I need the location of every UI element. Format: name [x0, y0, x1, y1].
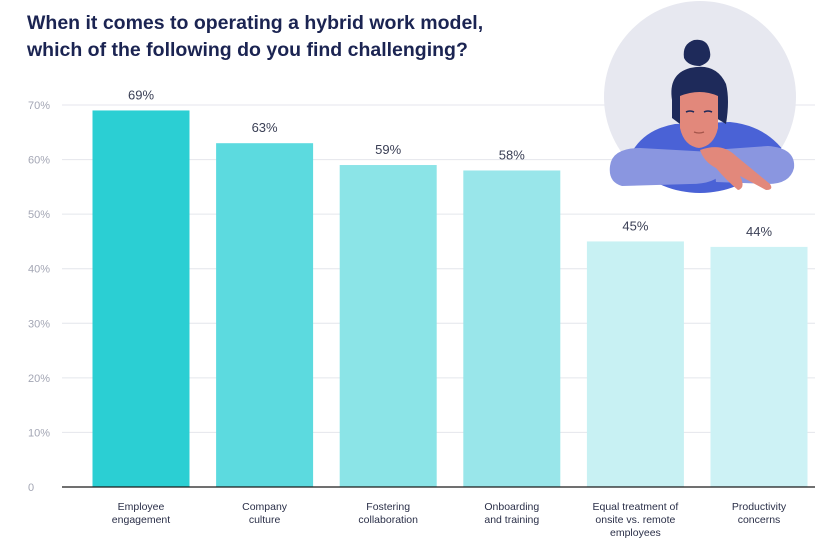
y-tick-label: 20%	[28, 373, 50, 385]
x-category-label-line: Company	[242, 501, 288, 513]
y-tick-label: 60%	[28, 155, 50, 167]
bars	[92, 110, 808, 487]
x-category-label: Equal treatment of onsite vs. remote emplo…	[592, 501, 678, 539]
y-tick-label: 70%	[28, 100, 50, 112]
closed-eyes	[685, 110, 713, 113]
y-tick-label: 30%	[28, 318, 50, 330]
x-category-label-line: Equal treatment of	[592, 501, 678, 513]
face	[680, 92, 718, 148]
x-category-label-line: Productivity	[732, 501, 787, 513]
x-category-label: Onboarding and training	[484, 501, 539, 526]
x-category-label: Fostering collaboration	[358, 501, 418, 526]
x-category-label: Employee engagement	[112, 501, 170, 526]
mouth	[693, 131, 705, 134]
bar	[463, 170, 561, 487]
y-tick-label: 50%	[28, 209, 50, 221]
y-tick-label: 10%	[28, 427, 50, 439]
hand	[700, 147, 772, 190]
data-labels: 69% 63% 59% 58% 45% 44%	[128, 87, 772, 238]
bar-value-label: 59%	[375, 142, 401, 157]
bar	[586, 241, 684, 487]
left-sleeve	[609, 148, 723, 186]
x-category-label-line: Employee	[118, 501, 165, 513]
chart-title-line-1: When it comes to operating a hybrid work…	[27, 12, 484, 34]
x-category-label: Productivity concerns	[732, 501, 787, 526]
chart-title: When it comes to operating a hybrid work…	[27, 10, 587, 64]
x-axis-labels: Employee engagement Company culture Fosterin…	[112, 501, 787, 539]
bar	[216, 143, 314, 487]
y-tick-label: 0	[28, 482, 34, 494]
x-category-label-line: and training	[484, 514, 539, 526]
bar-value-label: 63%	[252, 120, 278, 135]
bar	[710, 246, 808, 487]
bar-value-label: 58%	[499, 147, 525, 162]
x-category-label-line: concerns	[738, 514, 781, 526]
y-axis-ticks: 0 10% 20% 30% 40% 50% 60% 70%	[28, 100, 50, 494]
bar-value-label: 45%	[622, 218, 648, 233]
x-category-label-line: collaboration	[358, 514, 418, 526]
x-category-label: Company culture	[242, 501, 288, 526]
bar	[339, 165, 437, 487]
bar-value-label: 69%	[128, 87, 154, 102]
bar-value-label: 44%	[746, 224, 772, 239]
x-category-label-line: onsite vs. remote	[595, 514, 675, 526]
y-tick-label: 40%	[28, 264, 50, 276]
x-category-label-line: culture	[249, 514, 281, 526]
bar	[92, 110, 190, 487]
x-category-label-line: engagement	[112, 514, 170, 526]
x-category-label-line: Onboarding	[484, 501, 539, 513]
chart-title-line-2: which of the following do you find chall…	[27, 39, 468, 61]
x-category-label-line: Fostering	[366, 501, 410, 513]
x-category-label-line: employees	[610, 527, 661, 539]
person-resting-chin-illustration	[604, 1, 796, 193]
hair-bun	[683, 39, 711, 66]
